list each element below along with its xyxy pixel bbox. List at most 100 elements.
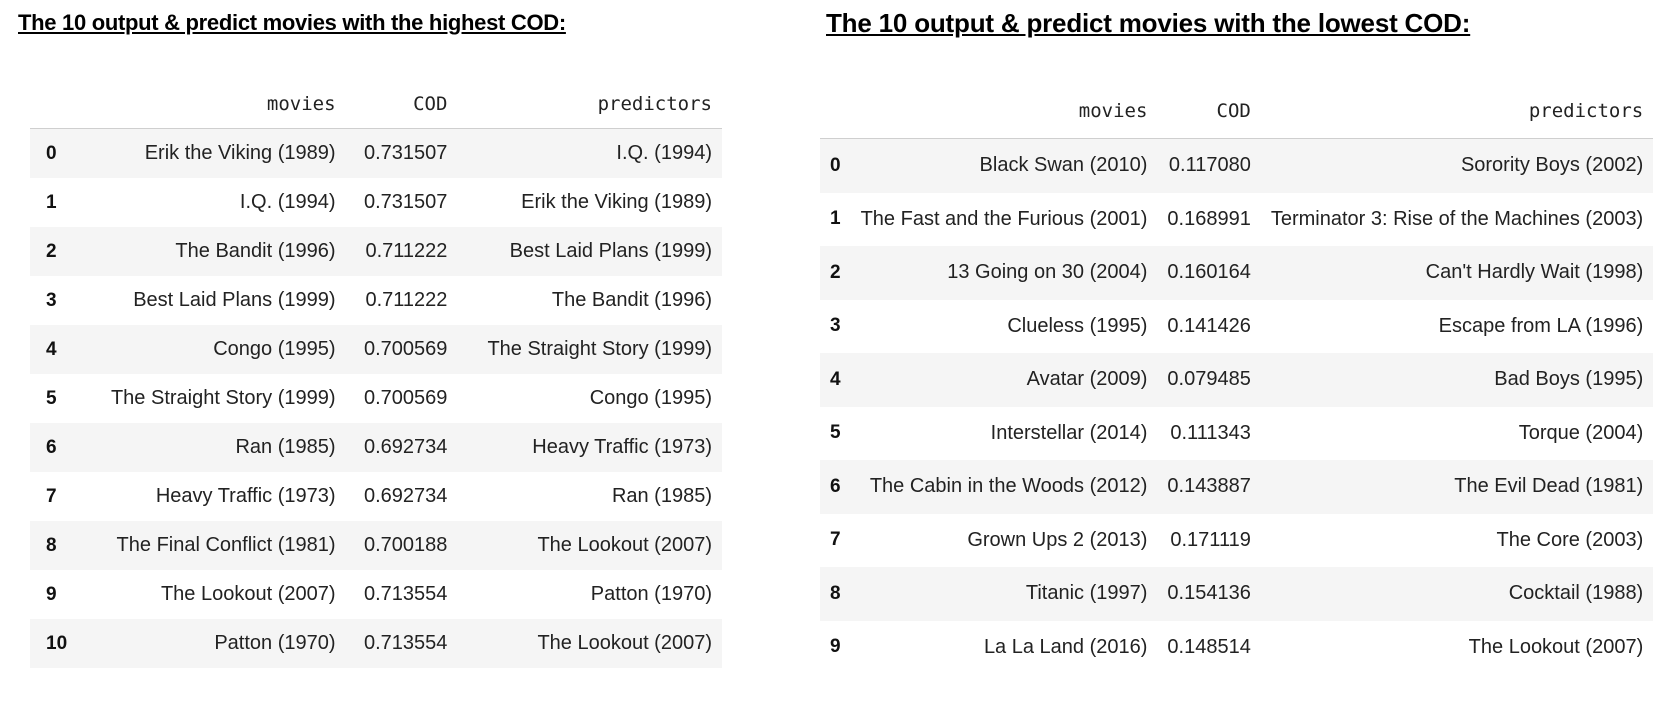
predictor-cell: The Lookout (2007) — [1468, 635, 1644, 658]
predictors-header: predictors — [1260, 84, 1654, 139]
index-header — [30, 80, 81, 129]
table-row: 9 The Lookout (2007) 0.713554 Patton (1970) — [30, 570, 722, 619]
cod-cell: 0.731507 — [363, 142, 448, 164]
movie-cell: Ran (1985) — [235, 436, 336, 458]
table-row: 9 La La Land (2016) 0.148514 The Lookout (2… — [820, 620, 1654, 674]
movie-cell: The Cabin in the Woods (2012) — [869, 475, 1148, 498]
table-row: 10 Patton (1970) 0.713554 The Lookout (2007… — [30, 619, 722, 668]
cod-cell: 0.148514 — [1167, 635, 1251, 658]
movies-header: movies — [80, 80, 346, 129]
row-index: 7 — [830, 529, 841, 551]
cod-cell: 0.700569 — [363, 387, 448, 409]
row-index: 1 — [830, 208, 841, 230]
movie-cell: Interstellar (2014) — [990, 421, 1148, 444]
table-row: 4 Congo (1995) 0.700569 The Straight Story … — [30, 325, 722, 374]
table-body: 0 Erik the Viking (1989) 0.731507 I.Q. (199… — [30, 128, 722, 668]
movie-cell: Black Swan (2010) — [979, 154, 1148, 177]
movie-cell: Grown Ups 2 (2013) — [967, 528, 1148, 551]
cod-header: COD — [1157, 84, 1261, 139]
movie-cell: The Fast and the Furious (2001) — [860, 207, 1148, 230]
table-row: 5 Interstellar (2014) 0.111343 Torque (2004… — [820, 406, 1654, 460]
row-index: 3 — [830, 315, 841, 337]
row-index: 5 — [830, 422, 841, 444]
row-index: 2 — [46, 240, 57, 262]
cod-cell: 0.111343 — [1170, 421, 1251, 444]
predictor-cell: The Straight Story (1999) — [487, 338, 712, 360]
movie-cell: Clueless (1995) — [1007, 314, 1148, 337]
row-index: 6 — [46, 436, 57, 458]
predictor-cell: The Core (2003) — [1496, 528, 1644, 551]
movie-cell: The Lookout (2007) — [160, 583, 336, 605]
table-row: 8 Titanic (1997) 0.154136 Cocktail (1988) — [820, 567, 1654, 621]
movie-cell: The Final Conflict (1981) — [116, 534, 336, 556]
cod-cell: 0.160164 — [1167, 261, 1251, 284]
table-header-row: movies COD predictors — [30, 80, 722, 129]
predictor-cell: Escape from LA (1996) — [1438, 314, 1644, 337]
movies-header: movies — [850, 84, 1158, 139]
table-row: 2 13 Going on 30 (2004) 0.160164 Can't Hard… — [820, 246, 1654, 300]
predictors-header: predictors — [457, 80, 722, 129]
cod-cell: 0.711222 — [365, 240, 448, 262]
table-row: 6 The Cabin in the Woods (2012) 0.143887 Th… — [820, 460, 1654, 514]
table-row: 7 Heavy Traffic (1973) 0.692734 Ran (1985) — [30, 472, 722, 521]
predictor-cell: The Bandit (1996) — [551, 289, 712, 311]
table-header-row: movies COD predictors — [820, 84, 1654, 139]
cod-cell: 0.171119 — [1170, 528, 1251, 551]
predictor-cell: Congo (1995) — [589, 387, 712, 409]
predictor-cell: Erik the Viking (1989) — [521, 191, 712, 213]
lowest-cod-table: movies COD predictors 0 Black Swan (2010)… — [820, 84, 1654, 674]
table-row: 2 The Bandit (1996) 0.711222 Best Laid Plan… — [30, 227, 722, 276]
highest-cod-table: movies COD predictors 0 Erik the Viking (… — [30, 80, 722, 668]
predictor-cell: Terminator 3: Rise of the Machines (2003… — [1270, 207, 1644, 230]
row-index: 9 — [830, 636, 841, 658]
movie-cell: Erik the Viking (1989) — [144, 142, 336, 164]
table-row: 3 Best Laid Plans (1999) 0.711222 The Bandi… — [30, 276, 722, 325]
table-row: 1 The Fast and the Furious (2001) 0.168991… — [820, 192, 1654, 246]
lowest-cod-title: The 10 output & predict movies with the … — [826, 8, 1471, 38]
table-row: 8 The Final Conflict (1981) 0.700188 The Lo… — [30, 521, 722, 570]
predictor-cell: The Evil Dead (1981) — [1454, 475, 1644, 498]
highest-cod-title: The 10 output & predict movies with the … — [18, 10, 566, 35]
cod-cell: 0.692734 — [363, 485, 448, 507]
row-index: 6 — [830, 475, 841, 497]
row-index: 4 — [830, 368, 841, 390]
movie-cell: I.Q. (1994) — [239, 191, 336, 213]
cod-cell: 0.154136 — [1167, 582, 1251, 605]
row-index: 5 — [46, 387, 57, 409]
predictor-cell: I.Q. (1994) — [616, 142, 712, 164]
predictor-cell: Torque (2004) — [1518, 421, 1644, 444]
movie-cell: Patton (1970) — [214, 632, 336, 654]
table-row: 3 Clueless (1995) 0.141426 Escape from LA (… — [820, 299, 1654, 353]
predictor-cell: Best Laid Plans (1999) — [509, 240, 712, 262]
index-header — [820, 84, 851, 139]
cod-cell: 0.141426 — [1167, 314, 1251, 337]
predictor-cell: Patton (1970) — [590, 583, 712, 605]
cod-cell: 0.700188 — [363, 534, 448, 556]
table-row: 1 I.Q. (1994) 0.731507 Erik the Viking (198… — [30, 178, 722, 227]
cod-cell: 0.117080 — [1168, 154, 1251, 177]
predictor-cell: Heavy Traffic (1973) — [532, 436, 712, 458]
cod-cell: 0.711222 — [365, 289, 448, 311]
row-index: 7 — [46, 485, 57, 507]
row-index: 8 — [830, 582, 841, 604]
predictor-cell: Ran (1985) — [611, 485, 712, 507]
row-index: 2 — [830, 261, 841, 283]
row-index: 4 — [46, 338, 57, 360]
movie-cell: Heavy Traffic (1973) — [155, 485, 336, 507]
row-index: 1 — [46, 191, 57, 213]
movie-cell: 13 Going on 30 (2004) — [947, 261, 1148, 284]
table-row: 6 Ran (1985) 0.692734 Heavy Traffic (1973) — [30, 423, 722, 472]
predictor-cell: Bad Boys (1995) — [1494, 368, 1644, 391]
row-index: 0 — [830, 154, 841, 176]
movie-cell: Best Laid Plans (1999) — [133, 289, 336, 311]
movie-cell: The Bandit (1996) — [175, 240, 336, 262]
movie-cell: The Straight Story (1999) — [110, 387, 336, 409]
cod-cell: 0.731507 — [363, 191, 448, 213]
predictor-cell: The Lookout (2007) — [537, 534, 712, 556]
cod-cell: 0.168991 — [1167, 207, 1251, 230]
cod-cell: 0.700569 — [363, 338, 448, 360]
table-row: 7 Grown Ups 2 (2013) 0.171119 The Core (200… — [820, 513, 1654, 567]
table-body: 0 Black Swan (2010) 0.117080 Sorority Boys … — [820, 138, 1654, 674]
cod-cell: 0.692734 — [363, 436, 448, 458]
movie-cell: Congo (1995) — [213, 338, 336, 360]
